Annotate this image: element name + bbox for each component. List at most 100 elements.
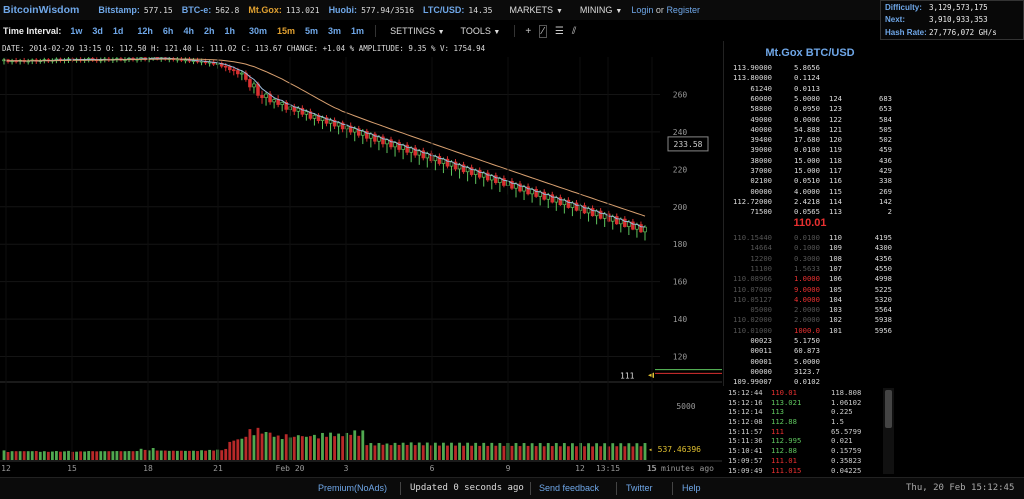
volume-bar <box>127 451 131 460</box>
interval-6h[interactable]: 6h <box>162 26 174 36</box>
order-row[interactable]: 38000 15.000 118 436 <box>750 155 892 165</box>
logo[interactable]: BitcoinWisdom <box>3 4 80 16</box>
candle-body <box>316 114 321 122</box>
candle-body <box>252 83 256 88</box>
ticker-ltcusd[interactable]: LTC/USD: 14.35 <box>423 5 493 15</box>
interval-3d[interactable]: 3d <box>92 26 103 36</box>
order-row[interactable]: 110.01000 1000.0 101 5956 <box>733 325 892 335</box>
interval-2h[interactable]: 2h <box>203 26 215 36</box>
ticker-bitstamp[interactable]: Bitstamp: 577.15 <box>98 5 173 15</box>
order-row[interactable]: 00011 60.873 <box>750 346 820 356</box>
volume-bar <box>240 438 244 460</box>
order-row[interactable]: 110.07000 9.0000 105 5225 <box>733 284 892 294</box>
order-row[interactable]: 110.05127 4.0000 104 5320 <box>733 294 892 304</box>
trade-history: 15:12:44 110.01 118.808 15:12:16 113.021 1.06… <box>723 388 883 474</box>
trade-row: 15:12:16 113.021 1.06102 <box>728 397 862 407</box>
order-row[interactable]: 39000 0.0100 119 459 <box>750 145 892 155</box>
mining-menu[interactable]: MINING ▼ <box>579 5 623 15</box>
order-row[interactable]: 00000 4.0000 115 269 <box>750 186 892 196</box>
volume-bar <box>171 450 175 460</box>
fib-tool-icon[interactable]: ⫽ <box>571 25 577 37</box>
order-row[interactable]: 112.72000 2.4218 114 142 <box>733 196 892 206</box>
volume-bar <box>450 442 453 460</box>
x-tick-label: Feb 20 <box>276 464 305 473</box>
volume-bar <box>220 450 224 460</box>
volume-bar <box>325 436 328 460</box>
interval-1h[interactable]: 1h <box>224 26 235 36</box>
volume-bar <box>34 451 38 460</box>
volume-bar <box>595 443 599 460</box>
send-feedback-link[interactable]: Send feedback <box>539 483 600 493</box>
volume-bar <box>615 446 619 460</box>
premium-link[interactable]: Premium(NoAds) <box>318 483 388 493</box>
candle-body <box>260 95 264 98</box>
volume-bar <box>228 441 232 460</box>
order-row[interactable]: 00000 3123.7 <box>750 366 820 376</box>
ticker-huobi[interactable]: Huobi: 577.94/3516 <box>328 5 415 15</box>
interval-12h[interactable]: 12h <box>137 26 153 36</box>
candle-body <box>405 144 409 153</box>
interval-1m[interactable]: 1m <box>351 26 365 36</box>
ticker-mtgox[interactable]: Mt.Gox: 113.021 <box>248 5 320 15</box>
order-row[interactable]: 37000 15.000 117 429 <box>750 166 892 175</box>
order-row[interactable]: 71500 0.0565 113 2 <box>750 207 892 217</box>
order-row[interactable]: 00023 5.1750 <box>750 336 820 345</box>
help-link[interactable]: Help <box>682 483 701 493</box>
volume-bar <box>566 446 570 460</box>
interval-3m[interactable]: 3m <box>328 26 342 36</box>
order-row[interactable]: 61240 0.0113 <box>750 83 820 93</box>
volume-bar <box>369 443 373 460</box>
order-row[interactable]: 11100 1.5633 107 4550 <box>750 263 892 273</box>
volume-bar <box>284 434 288 460</box>
interval-4h[interactable]: 4h <box>183 26 194 36</box>
trade-row: 15:11:57 111 65.5799 <box>728 426 862 436</box>
volume-bar <box>341 436 345 460</box>
volume-bar <box>107 451 111 460</box>
order-row[interactable]: 110.08966 1.0000 106 4998 <box>733 274 892 284</box>
volume-bar <box>276 435 280 460</box>
order-row[interactable]: 58800 0.0950 123 653 <box>750 104 892 114</box>
candle-body <box>232 69 236 72</box>
interval-5m[interactable]: 5m <box>305 26 319 36</box>
order-row[interactable]: 39400 17.680 120 502 <box>750 135 892 145</box>
login-link[interactable]: Login <box>631 5 654 15</box>
trade-history-scrollbar[interactable] <box>883 388 894 474</box>
candle-body <box>631 221 635 230</box>
markets-menu[interactable]: MARKETS ▼ <box>509 5 563 15</box>
time-interval-label: Time Interval: <box>3 26 62 36</box>
order-row[interactable]: 113.90000 5.8656 <box>733 63 820 72</box>
order-row[interactable]: 49000 0.0006 122 584 <box>750 114 892 124</box>
crosshair-icon[interactable]: + <box>525 25 532 37</box>
volume-bar <box>304 436 308 460</box>
volume-bar <box>337 433 341 460</box>
order-row[interactable]: 110.02000 2.0000 102 5938 <box>733 315 892 325</box>
order-row[interactable]: 110.15440 0.0100 110 4195 <box>733 233 892 242</box>
volume-bar <box>425 442 429 460</box>
volume-bar <box>103 451 107 460</box>
order-row[interactable]: 113.80000 0.1124 <box>733 73 820 83</box>
volume-bar <box>296 435 300 460</box>
order-row[interactable]: 02100 0.0510 116 338 <box>750 176 892 186</box>
interval-15m[interactable]: 15m <box>277 26 296 36</box>
register-link[interactable]: Register <box>666 5 700 15</box>
line-tool-icon[interactable]: ⁄ <box>539 24 547 38</box>
interval-1d[interactable]: 1d <box>112 26 124 36</box>
tools-menu[interactable]: TOOLS ▼ <box>460 26 501 36</box>
order-row[interactable]: 12200 0.3000 108 4356 <box>750 253 892 263</box>
volume-bar <box>474 442 478 460</box>
interval-30m[interactable]: 30m <box>248 26 267 36</box>
order-row[interactable]: 14664 0.1000 109 4300 <box>750 243 892 253</box>
order-row[interactable]: 40000 54.888 121 505 <box>750 124 892 134</box>
order-row[interactable]: 00001 5.0000 <box>750 356 820 366</box>
order-row[interactable]: 05000 2.0000 103 5564 <box>750 305 892 315</box>
order-row[interactable]: 60000 5.0000 124 683 <box>750 93 892 103</box>
twitter-link[interactable]: Twitter <box>626 483 653 493</box>
interval-1w[interactable]: 1w <box>70 26 83 36</box>
horizontal-lines-icon[interactable]: ☰ <box>554 25 564 37</box>
volume-bar <box>123 451 127 460</box>
settings-menu[interactable]: SETTINGS ▼ <box>390 26 445 36</box>
ticker-btce[interactable]: BTC-e: 562.8 <box>181 5 240 15</box>
volume-bar <box>454 445 457 460</box>
order-row[interactable]: 109.99007 0.0102 <box>733 377 820 387</box>
